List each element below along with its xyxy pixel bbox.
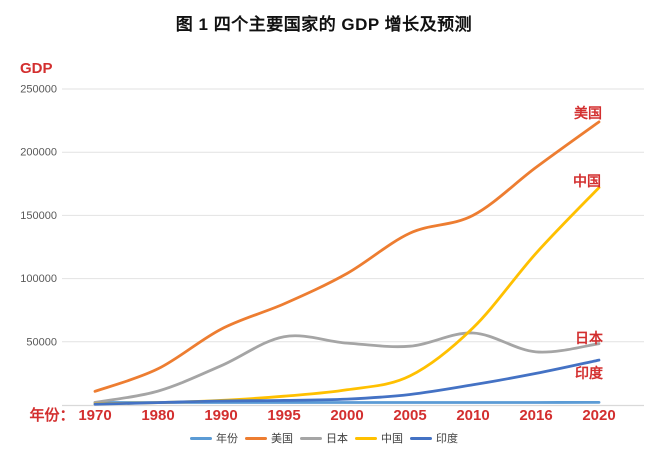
legend-item: 中国 <box>355 430 403 446</box>
legend-item: 美国 <box>245 430 293 446</box>
legend-label: 日本 <box>326 433 348 445</box>
series-line-4 <box>93 358 601 406</box>
series-line-2 <box>93 331 601 404</box>
series-line-3 <box>93 186 601 406</box>
y-tick-label: 150000 <box>20 210 57 222</box>
legend-item: 印度 <box>410 430 458 446</box>
x-tick-label: 1990 <box>204 407 237 424</box>
series-label-annotation: 美国 <box>574 105 602 121</box>
x-tick-label: 2005 <box>393 407 426 424</box>
legend-swatch <box>190 436 212 440</box>
figure-title: 图 1 四个主要国家的 GDP 增长及预测 <box>175 15 473 34</box>
legend-swatch <box>355 436 377 440</box>
x-tick-label: 2016 <box>519 407 552 424</box>
x-tick-label: 2020 <box>582 407 615 424</box>
series-line-1 <box>93 120 601 393</box>
x-tick-label: 1995 <box>267 407 300 424</box>
legend-label: 中国 <box>381 433 403 445</box>
y-tick-label: 100000 <box>20 273 57 285</box>
y-axis-title: GDP <box>20 60 53 77</box>
series-label-annotation: 中国 <box>573 173 601 189</box>
legend-swatch <box>300 436 322 440</box>
y-tick-label: 50000 <box>26 336 57 348</box>
legend-swatch <box>245 436 267 440</box>
legend-label: 美国 <box>271 433 293 445</box>
x-tick-label: 2010 <box>456 407 489 424</box>
x-tick-label: 1980 <box>141 407 174 424</box>
x-tick-label: 2000 <box>330 407 363 424</box>
legend-item: 年份 <box>190 430 238 446</box>
legend-label: 印度 <box>436 433 458 445</box>
series-label-annotation: 日本 <box>575 330 604 346</box>
y-tick-label: 250000 <box>20 84 57 96</box>
legend-swatch <box>410 436 432 440</box>
legend-label: 年份 <box>216 433 238 445</box>
x-tick-label: 1970 <box>78 407 111 424</box>
legend-item: 日本 <box>300 430 348 446</box>
x-axis-prefix-label: 年份： <box>29 406 74 424</box>
y-tick-label: 200000 <box>20 147 57 159</box>
chart-legend: 年份 美国 日本 中国 印度 <box>0 430 648 446</box>
series-label-annotation: 印度 <box>575 365 604 381</box>
